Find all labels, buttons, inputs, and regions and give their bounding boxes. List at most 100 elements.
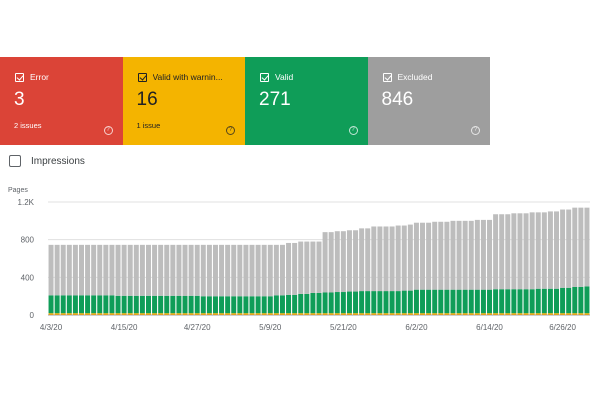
bar-warning[interactable] xyxy=(529,313,535,315)
bar-valid[interactable] xyxy=(389,291,395,314)
bar-warning[interactable] xyxy=(480,313,486,315)
bar-excluded[interactable] xyxy=(444,221,450,290)
bar-valid[interactable] xyxy=(340,292,346,314)
bar-warning[interactable] xyxy=(194,313,200,315)
bar-excluded[interactable] xyxy=(127,244,133,296)
checkbox-checked-icon[interactable] xyxy=(15,73,24,82)
checkbox-checked-icon[interactable] xyxy=(137,73,147,82)
bar-warning[interactable] xyxy=(340,313,346,315)
bar-warning[interactable] xyxy=(316,313,322,315)
bar-valid[interactable] xyxy=(231,296,237,314)
bar-excluded[interactable] xyxy=(304,241,310,294)
bar-warning[interactable] xyxy=(413,313,419,315)
bar-excluded[interactable] xyxy=(249,244,255,297)
bar-warning[interactable] xyxy=(139,313,145,315)
bar-valid[interactable] xyxy=(225,296,231,314)
bar-valid[interactable] xyxy=(127,295,133,314)
bar-warning[interactable] xyxy=(420,313,426,315)
bar-excluded[interactable] xyxy=(383,226,389,292)
bar-excluded[interactable] xyxy=(322,232,328,293)
bar-warning[interactable] xyxy=(219,313,225,315)
bar-valid[interactable] xyxy=(377,291,383,314)
bar-valid[interactable] xyxy=(237,296,243,314)
bar-excluded[interactable] xyxy=(578,207,584,287)
bar-valid[interactable] xyxy=(535,288,541,314)
bar-excluded[interactable] xyxy=(176,244,182,296)
bar-valid[interactable] xyxy=(432,289,438,314)
bar-excluded[interactable] xyxy=(103,244,109,296)
bar-valid[interactable] xyxy=(152,295,158,314)
bar-valid[interactable] xyxy=(48,295,54,314)
bar-valid[interactable] xyxy=(200,296,206,314)
bar-warning[interactable] xyxy=(389,313,395,315)
bar-valid[interactable] xyxy=(194,295,200,314)
bar-warning[interactable] xyxy=(78,313,84,315)
bar-valid[interactable] xyxy=(261,296,267,314)
bar-warning[interactable] xyxy=(292,313,298,315)
bar-excluded[interactable] xyxy=(292,242,298,295)
bar-warning[interactable] xyxy=(493,313,499,315)
bar-warning[interactable] xyxy=(517,313,523,315)
bar-valid[interactable] xyxy=(182,295,188,314)
bar-excluded[interactable] xyxy=(139,244,145,296)
bar-valid[interactable] xyxy=(365,291,371,314)
bar-valid[interactable] xyxy=(462,289,468,314)
bar-valid[interactable] xyxy=(346,291,352,314)
bar-valid[interactable] xyxy=(103,295,109,314)
bar-valid[interactable] xyxy=(212,296,218,314)
bar-warning[interactable] xyxy=(432,313,438,315)
bar-excluded[interactable] xyxy=(164,244,170,296)
bar-excluded[interactable] xyxy=(523,213,529,290)
bar-valid[interactable] xyxy=(395,291,401,314)
bar-warning[interactable] xyxy=(304,313,310,315)
bar-valid[interactable] xyxy=(371,291,377,314)
error-card[interactable]: Error 3 2 issues ? xyxy=(0,57,123,145)
bar-excluded[interactable] xyxy=(413,222,419,290)
bar-warning[interactable] xyxy=(511,313,517,315)
bar-excluded[interactable] xyxy=(480,219,486,290)
bar-excluded[interactable] xyxy=(456,220,462,290)
bar-excluded[interactable] xyxy=(395,225,401,292)
bar-valid[interactable] xyxy=(279,295,285,314)
bar-valid[interactable] xyxy=(139,295,145,314)
bar-warning[interactable] xyxy=(158,313,164,315)
checkbox-checked-icon[interactable] xyxy=(382,73,392,82)
bar-valid[interactable] xyxy=(572,286,578,314)
bar-warning[interactable] xyxy=(523,313,529,315)
bar-excluded[interactable] xyxy=(267,244,273,297)
bar-valid[interactable] xyxy=(566,287,572,314)
bar-excluded[interactable] xyxy=(310,241,316,293)
bar-excluded[interactable] xyxy=(371,226,377,292)
bar-warning[interactable] xyxy=(109,313,115,315)
bar-valid[interactable] xyxy=(60,295,66,314)
bar-excluded[interactable] xyxy=(225,244,231,297)
help-icon[interactable]: ? xyxy=(226,126,235,135)
bar-valid[interactable] xyxy=(420,289,426,314)
bar-valid[interactable] xyxy=(541,288,547,314)
bar-warning[interactable] xyxy=(444,313,450,315)
bar-warning[interactable] xyxy=(255,313,261,315)
bar-valid[interactable] xyxy=(511,289,517,314)
bar-excluded[interactable] xyxy=(511,213,517,290)
bar-excluded[interactable] xyxy=(438,221,444,290)
bar-valid[interactable] xyxy=(158,295,164,314)
bar-warning[interactable] xyxy=(474,313,480,315)
bar-valid[interactable] xyxy=(249,296,255,314)
bar-excluded[interactable] xyxy=(66,244,72,296)
bar-valid[interactable] xyxy=(474,289,480,314)
bar-excluded[interactable] xyxy=(499,214,505,290)
bar-warning[interactable] xyxy=(328,313,334,315)
bar-warning[interactable] xyxy=(547,313,553,315)
bar-valid[interactable] xyxy=(413,289,419,314)
bar-excluded[interactable] xyxy=(474,219,480,290)
bar-valid[interactable] xyxy=(578,286,584,314)
bar-warning[interactable] xyxy=(188,313,194,315)
valid-card[interactable]: Valid 271 ? xyxy=(245,57,368,145)
bar-warning[interactable] xyxy=(164,313,170,315)
bar-valid[interactable] xyxy=(170,295,176,314)
bar-valid[interactable] xyxy=(255,296,261,314)
bar-excluded[interactable] xyxy=(493,214,499,290)
bar-valid[interactable] xyxy=(115,295,121,314)
bar-warning[interactable] xyxy=(426,313,432,315)
bar-valid[interactable] xyxy=(72,295,78,314)
